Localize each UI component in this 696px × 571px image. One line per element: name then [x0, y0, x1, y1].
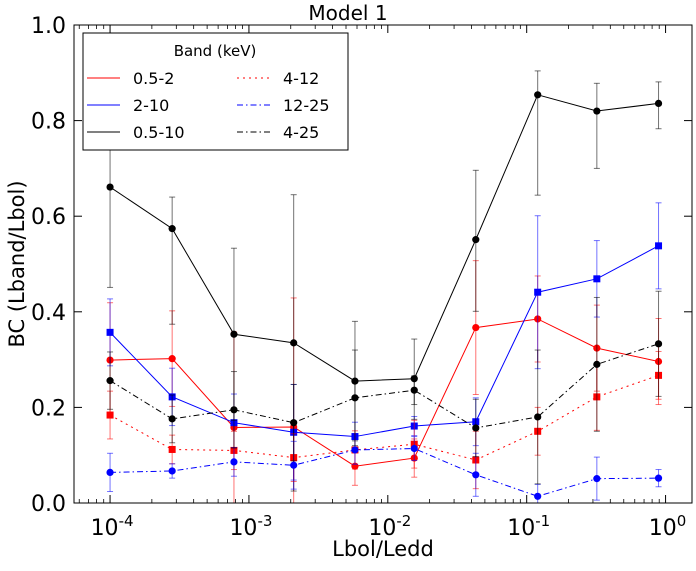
- series-line: [109, 343, 659, 429]
- data-point: [106, 377, 114, 385]
- legend-item: 4-25: [237, 123, 319, 142]
- data-point: [593, 360, 601, 368]
- legend: Band (keV)0.5-2 2-10 0.5-10 4-12 12-25 4-25: [82, 32, 349, 151]
- data-point: [534, 288, 542, 296]
- y-tick-label: 0.2: [31, 396, 66, 421]
- y-tick-label: 0.8: [31, 110, 66, 135]
- legend-label: 2-10: [133, 96, 169, 115]
- data-point: [290, 461, 298, 469]
- data-point: [230, 458, 238, 466]
- y-axis-label: BC (Lband/Lbol): [5, 180, 29, 347]
- data-point: [654, 99, 663, 107]
- data-point: [168, 467, 176, 475]
- legend-label: 12-25: [283, 96, 330, 115]
- data-point: [654, 340, 663, 348]
- series-4-25: [106, 290, 663, 485]
- data-point: [290, 419, 298, 427]
- data-point: [351, 394, 359, 402]
- data-point: [472, 424, 480, 432]
- data-point: [168, 445, 176, 453]
- plot-frame: [73, 24, 693, 504]
- legend-item: 4-12: [237, 69, 319, 88]
- data-point: [168, 225, 176, 233]
- series-2-10: [106, 202, 663, 481]
- data-point: [106, 183, 114, 191]
- legend-label: 0.5-10: [133, 123, 185, 142]
- series-line: [110, 448, 659, 497]
- x-axis-label: Lbol/Ledd: [332, 537, 434, 561]
- y-tick-label: 0.6: [31, 205, 66, 230]
- data-point: [654, 474, 663, 482]
- series-4-12: [106, 350, 663, 490]
- legend-item: 2-10: [87, 96, 169, 115]
- data-point: [593, 275, 601, 283]
- data-point: [106, 468, 114, 477]
- data-point: [106, 411, 114, 419]
- data-point: [410, 386, 418, 394]
- series-0.5-2: [106, 260, 663, 504]
- legend-title: Band (keV): [174, 42, 257, 60]
- data-point: [168, 355, 176, 363]
- series-line: [109, 245, 659, 438]
- y-tick-label: 0.4: [31, 301, 66, 326]
- data-point: [593, 107, 601, 115]
- data-point: [290, 339, 298, 347]
- series-12-25: [106, 435, 663, 504]
- legend-label: 4-12: [283, 69, 319, 88]
- y-tick-label: 1.0: [31, 14, 66, 39]
- data-point: [168, 415, 176, 423]
- data-point: [472, 236, 480, 244]
- data-point: [593, 475, 601, 483]
- x-tick-label: 10-4: [91, 512, 134, 541]
- legend-label: 0.5-2: [133, 69, 174, 88]
- x-tick-label: 10-1: [507, 512, 550, 541]
- data-point: [655, 242, 663, 250]
- data-point: [230, 406, 238, 414]
- data-point: [472, 323, 480, 332]
- x-tick-label: 10-2: [368, 512, 411, 541]
- legend-label: 4-25: [283, 123, 319, 142]
- x-tick-label: 100: [649, 512, 687, 541]
- series-line: [110, 318, 659, 467]
- chart-title: Model 1: [308, 1, 387, 25]
- x-tick-label: 10-3: [229, 512, 272, 541]
- legend-item: 0.5-10: [87, 123, 185, 142]
- data-point: [472, 471, 480, 479]
- y-tick-label: 0.0: [31, 492, 66, 517]
- legend-item: 0.5-2: [87, 69, 174, 88]
- data-point: [351, 446, 359, 454]
- data-point: [410, 444, 418, 453]
- data-point: [534, 91, 542, 99]
- data-point: [106, 328, 114, 336]
- series-line: [109, 374, 659, 461]
- legend-box: [82, 32, 349, 151]
- plot-area: 10-4 10-3 10-2 10-1 100 0.0 0.2 0.4 0.6 0.8 1.0 Ban…: [31, 14, 693, 541]
- data-point: [534, 492, 542, 500]
- series-line: [109, 94, 659, 382]
- legend-item: 12-25: [237, 96, 330, 115]
- data-point: [230, 330, 238, 338]
- data-point: [534, 413, 542, 421]
